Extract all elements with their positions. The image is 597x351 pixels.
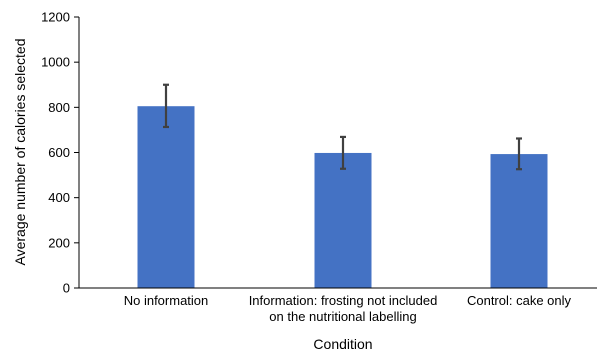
- y-tick-label: 400: [48, 190, 70, 205]
- y-axis-title: Average number of calories selected: [12, 39, 28, 266]
- y-tick-label: 200: [48, 235, 70, 250]
- error-bar: [340, 135, 346, 170]
- y-tick-label: 0: [63, 281, 70, 296]
- error-bar: [516, 137, 522, 171]
- y-tick-label: 1000: [41, 55, 70, 70]
- x-axis-title: Condition: [313, 336, 372, 351]
- error-bar: [163, 83, 169, 129]
- bar: [137, 106, 195, 289]
- y-tick-label: 1200: [41, 10, 70, 25]
- x-category-label: Information: frosting not included on the…: [249, 293, 438, 324]
- bar: [490, 154, 548, 288]
- y-axis-ticks: 0 200 400 600 800 1000 1200: [41, 10, 79, 296]
- bar: [314, 152, 372, 288]
- y-tick-label: 600: [48, 145, 70, 160]
- x-category-label: No information: [124, 293, 209, 308]
- bars: [137, 106, 548, 289]
- x-category-label: Control: cake only: [467, 293, 572, 308]
- error-bars: [163, 83, 522, 171]
- x-axis-labels: No information Information: frosting not …: [124, 293, 572, 324]
- y-tick-label: 800: [48, 100, 70, 115]
